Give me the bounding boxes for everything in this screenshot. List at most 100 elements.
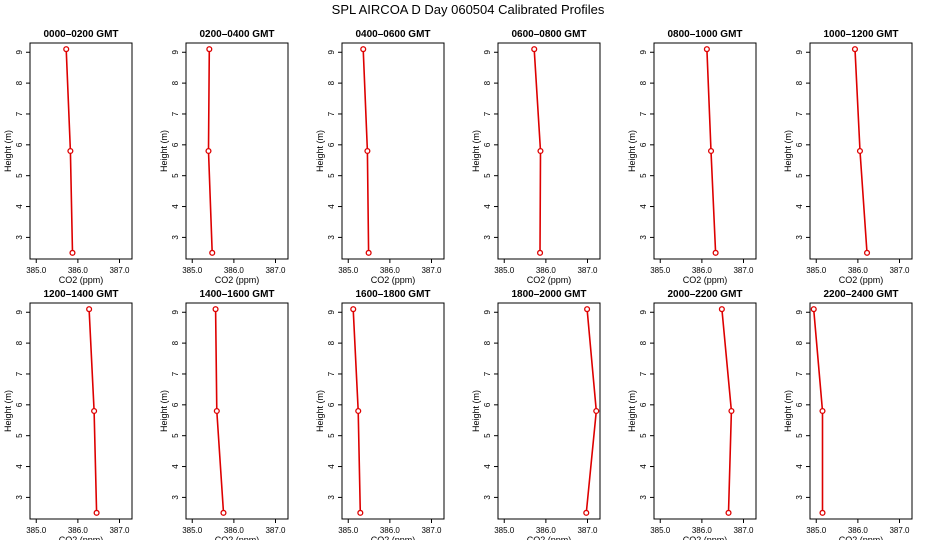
y-tick-label: 4 bbox=[795, 464, 804, 469]
y-tick-label: 3 bbox=[795, 495, 804, 500]
y-tick-label: 7 bbox=[639, 371, 648, 376]
profile-point bbox=[360, 46, 367, 53]
y-tick-label: 6 bbox=[483, 402, 492, 407]
y-tick-label: 5 bbox=[327, 173, 336, 178]
panel-title: 1000–1200 GMT bbox=[823, 29, 898, 40]
x-tick-label: 386.0 bbox=[536, 266, 557, 275]
x-tick-label: 386.0 bbox=[692, 266, 713, 275]
y-tick-label: 4 bbox=[483, 204, 492, 209]
profile-point bbox=[67, 147, 74, 155]
profile-point bbox=[863, 249, 871, 256]
y-tick-label: 5 bbox=[795, 433, 804, 438]
y-tick-label: 3 bbox=[15, 235, 24, 240]
profile-point bbox=[91, 407, 98, 415]
x-tick-label: 387.0 bbox=[265, 266, 286, 275]
x-tick-label: 387.0 bbox=[109, 266, 130, 275]
x-tick-label: 386.0 bbox=[68, 526, 89, 535]
y-tick-label: 5 bbox=[639, 173, 648, 178]
y-axis-label: Height (m) bbox=[627, 390, 637, 432]
y-tick-label: 9 bbox=[15, 309, 24, 314]
profile-point bbox=[718, 306, 725, 313]
panel-title: 0800–1000 GMT bbox=[667, 29, 742, 40]
profile-point bbox=[819, 407, 826, 415]
x-tick-label: 386.0 bbox=[848, 526, 869, 535]
y-tick-label: 7 bbox=[327, 111, 336, 116]
x-tick-label: 387.0 bbox=[421, 266, 442, 275]
x-tick-label: 386.0 bbox=[848, 266, 869, 275]
profile-point bbox=[856, 147, 864, 155]
y-tick-label: 4 bbox=[327, 464, 336, 469]
plot-frame bbox=[29, 42, 133, 260]
panel-title: 1400–1600 GMT bbox=[199, 289, 274, 300]
y-tick-label: 8 bbox=[15, 80, 24, 85]
y-tick-label: 6 bbox=[15, 142, 24, 147]
profile-point bbox=[86, 306, 93, 313]
y-tick-label: 7 bbox=[171, 371, 180, 376]
plot-frame bbox=[341, 302, 445, 520]
profile-point bbox=[593, 407, 600, 415]
x-tick-label: 386.0 bbox=[536, 526, 557, 535]
y-axis-label: Height (m) bbox=[315, 130, 325, 172]
panel-title: 1800–2000 GMT bbox=[511, 289, 586, 300]
x-tick-label: 386.0 bbox=[68, 266, 89, 275]
y-tick-label: 4 bbox=[639, 204, 648, 209]
plot-frame bbox=[497, 42, 601, 260]
profile-panel-6: 1200–1400 GMT 385.0 386.0 387.0 3 4 5 6 7 8 9 CO2 (… bbox=[3, 289, 133, 540]
x-tick-label: 385.0 bbox=[182, 266, 203, 275]
y-tick-label: 5 bbox=[171, 173, 180, 178]
y-tick-label: 3 bbox=[483, 235, 492, 240]
x-tick-label: 385.0 bbox=[806, 526, 827, 535]
x-axis-label: CO2 (ppm) bbox=[527, 275, 572, 285]
x-tick-label: 385.0 bbox=[26, 266, 47, 275]
profile-point bbox=[63, 46, 70, 53]
profile-point bbox=[212, 306, 219, 313]
y-axis-label: Height (m) bbox=[3, 390, 13, 432]
profile-panel-9: 1800–2000 GMT 385.0 386.0 387.0 3 4 5 6 7 8 9 CO2 (… bbox=[471, 289, 601, 540]
y-tick-label: 9 bbox=[15, 49, 24, 54]
profile-point bbox=[93, 509, 100, 516]
profile-point bbox=[69, 249, 76, 256]
x-tick-label: 385.0 bbox=[494, 526, 515, 535]
panel-title: 1200–1400 GMT bbox=[43, 289, 118, 300]
x-tick-label: 385.0 bbox=[650, 526, 671, 535]
profile-panel-2: 0400–0600 GMT 385.0 386.0 387.0 3 4 5 6 7 8 9 CO2 (… bbox=[315, 29, 445, 285]
x-axis-label: CO2 (ppm) bbox=[371, 535, 416, 540]
plot-frame bbox=[653, 42, 757, 260]
x-tick-label: 385.0 bbox=[182, 526, 203, 535]
y-tick-label: 9 bbox=[327, 309, 336, 314]
profile-point bbox=[364, 147, 371, 155]
y-tick-label: 9 bbox=[639, 49, 648, 54]
y-axis-label: Height (m) bbox=[3, 130, 13, 172]
x-tick-label: 385.0 bbox=[338, 526, 359, 535]
plot-frame bbox=[185, 302, 289, 520]
x-tick-label: 385.0 bbox=[494, 266, 515, 275]
x-tick-label: 387.0 bbox=[577, 266, 598, 275]
y-tick-label: 3 bbox=[327, 495, 336, 500]
profile-point bbox=[810, 306, 817, 313]
y-tick-label: 7 bbox=[483, 111, 492, 116]
x-tick-label: 387.0 bbox=[889, 526, 910, 535]
profile-panel-7: 1400–1600 GMT 385.0 386.0 387.0 3 4 5 6 7 8 9 CO2 (… bbox=[159, 289, 289, 540]
profile-point bbox=[205, 147, 212, 155]
profile-point bbox=[584, 306, 591, 313]
x-tick-label: 385.0 bbox=[26, 526, 47, 535]
profile-panel-5: 1000–1200 GMT 385.0 386.0 387.0 3 4 5 6 7 8 9 CO2 (… bbox=[783, 29, 913, 285]
x-tick-label: 386.0 bbox=[380, 266, 401, 275]
y-tick-label: 8 bbox=[795, 340, 804, 345]
profile-panel-10: 2000–2200 GMT 385.0 386.0 387.0 3 4 5 6 7 8 9 CO2 (… bbox=[627, 289, 757, 540]
profile-panel-4: 0800–1000 GMT 385.0 386.0 387.0 3 4 5 6 7 8 9 CO2 (… bbox=[627, 29, 757, 285]
plot-frame bbox=[809, 302, 913, 520]
y-tick-label: 6 bbox=[171, 142, 180, 147]
y-tick-label: 9 bbox=[639, 309, 648, 314]
profile-point bbox=[851, 46, 859, 53]
y-tick-label: 9 bbox=[795, 49, 804, 54]
y-tick-label: 5 bbox=[483, 433, 492, 438]
plot-frame bbox=[29, 302, 133, 520]
y-tick-label: 9 bbox=[483, 49, 492, 54]
plot-frame bbox=[809, 42, 913, 260]
y-tick-label: 9 bbox=[171, 309, 180, 314]
profile-point bbox=[537, 147, 544, 155]
y-tick-label: 6 bbox=[639, 402, 648, 407]
panel-title: 0600–0800 GMT bbox=[511, 29, 586, 40]
y-tick-label: 8 bbox=[483, 340, 492, 345]
